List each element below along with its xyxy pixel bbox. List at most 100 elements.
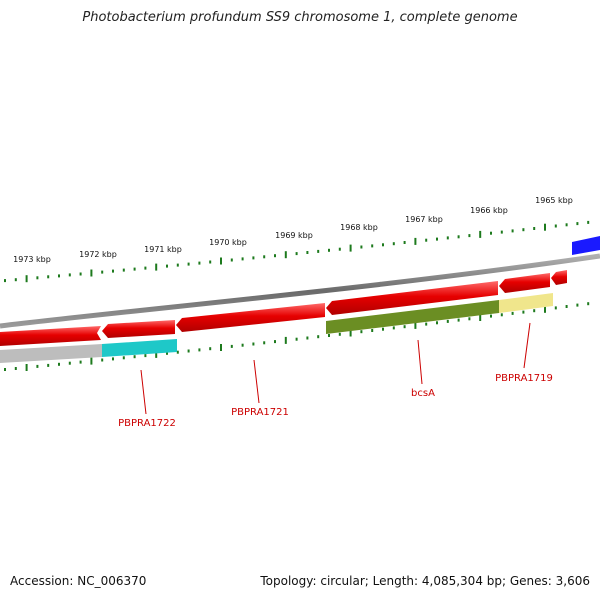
ruler-inner-minor-tick bbox=[587, 302, 590, 306]
ruler-outer-minor-tick bbox=[36, 276, 39, 280]
feature-grey bbox=[0, 344, 102, 363]
genome-summary-text: Topology: circular; Length: 4,085,304 bp… bbox=[260, 574, 590, 588]
tick-label-1970: 1970 kbp bbox=[209, 238, 247, 247]
ruler-inner-minor-tick bbox=[576, 303, 579, 307]
ruler-inner-minor-tick bbox=[500, 313, 503, 317]
ruler-outer-minor-tick bbox=[317, 249, 320, 253]
tick-label-1965: 1965 kbp bbox=[535, 196, 573, 205]
ruler-inner-minor-tick bbox=[554, 306, 557, 310]
ruler-outer-minor-tick bbox=[522, 228, 525, 232]
ruler-inner-minor-tick bbox=[230, 344, 233, 348]
ruler-outer-minor-tick bbox=[360, 245, 363, 249]
gene-pbpra1719 bbox=[499, 273, 550, 293]
ruler-inner-minor-tick bbox=[274, 340, 276, 344]
ruler-outer-minor-tick bbox=[252, 256, 255, 260]
ruler-inner-minor-tick bbox=[306, 336, 309, 340]
ruler-inner-minor-tick bbox=[101, 358, 104, 362]
ruler-inner-minor-tick bbox=[112, 357, 114, 361]
ruler-inner-minor-tick bbox=[176, 350, 179, 354]
ruler-outer-minor-tick bbox=[187, 262, 190, 266]
ruler-outer-minor-tick bbox=[587, 220, 590, 224]
ruler-inner-minor-tick bbox=[360, 330, 363, 334]
ruler-outer-minor-tick bbox=[101, 270, 104, 274]
ruler-outer-minor-tick bbox=[198, 261, 201, 265]
ruler-outer-minor-tick bbox=[230, 258, 233, 262]
ruler-outer bbox=[4, 220, 590, 283]
ruler-inner-minor-tick bbox=[436, 321, 438, 325]
gene-label-pbpra1722: PBPRA1722 bbox=[118, 418, 176, 429]
ruler-inner-minor-tick bbox=[241, 343, 244, 347]
ruler-inner-minor-tick bbox=[187, 349, 190, 353]
ruler-outer-minor-tick bbox=[328, 248, 330, 252]
ruler-inner-minor-tick bbox=[198, 348, 201, 352]
accession-text: Accession: NC_006370 bbox=[10, 574, 147, 588]
ruler-outer-minor-tick bbox=[468, 234, 471, 238]
ruler-outer-minor-tick bbox=[4, 279, 6, 283]
ruler-inner-major-tick bbox=[479, 314, 482, 321]
ruler-inner-minor-tick bbox=[490, 314, 492, 318]
feature-cyan bbox=[102, 339, 177, 357]
ruler-outer-minor-tick bbox=[306, 251, 309, 254]
leader-bcsa bbox=[417, 339, 423, 385]
ruler-outer-major-tick bbox=[414, 237, 417, 245]
ruler-inner-major-tick bbox=[25, 364, 28, 371]
ruler-inner-major-tick bbox=[90, 357, 93, 365]
ruler-outer-minor-tick bbox=[392, 242, 395, 246]
ruler-inner-minor-tick bbox=[4, 368, 6, 371]
gene-bcsa bbox=[326, 281, 498, 315]
ruler-inner-minor-tick bbox=[295, 337, 298, 341]
ruler-outer-minor-tick bbox=[554, 224, 557, 228]
ruler-outer-minor-tick bbox=[263, 255, 266, 259]
ruler-outer-minor-tick bbox=[166, 264, 168, 268]
ruler-inner-minor-tick bbox=[533, 309, 536, 313]
ruler-inner-minor-tick bbox=[79, 360, 82, 364]
gene-label-pbpra1719: PBPRA1719 bbox=[495, 373, 553, 384]
ruler-outer-minor-tick bbox=[436, 237, 438, 241]
leader-pbpra1722 bbox=[140, 369, 147, 415]
ruler-outer-major-tick bbox=[220, 257, 222, 265]
ruler-outer-minor-tick bbox=[68, 273, 71, 277]
ruler-inner-minor-tick bbox=[252, 342, 255, 346]
ruler-outer-minor-tick bbox=[133, 267, 136, 271]
ruler-outer-minor-tick bbox=[176, 263, 179, 267]
gene-pbpra1721 bbox=[176, 303, 325, 332]
ruler-outer-minor-tick bbox=[144, 266, 147, 270]
ruler-inner-major-tick bbox=[414, 321, 417, 329]
ruler-inner-minor-tick bbox=[565, 305, 568, 308]
ruler-outer-minor-tick bbox=[511, 229, 514, 233]
ruler-inner-minor-tick bbox=[166, 351, 168, 355]
ruler-inner-minor-tick bbox=[47, 363, 50, 367]
tick-label-1972: 1972 kbp bbox=[79, 250, 117, 259]
ruler-outer-major-tick bbox=[25, 275, 28, 283]
ruler-outer-major-tick bbox=[349, 244, 352, 252]
ruler-inner-minor-tick bbox=[403, 325, 406, 329]
ruler-inner-minor-tick bbox=[122, 356, 125, 360]
ruler-outer-minor-tick bbox=[79, 272, 82, 276]
ruler-outer-major-tick bbox=[284, 251, 287, 259]
ruler-inner-minor-tick bbox=[133, 355, 136, 359]
ruler-outer-minor-tick bbox=[209, 260, 212, 264]
ruler-outer-minor-tick bbox=[112, 269, 114, 273]
ruler-outer-major-tick bbox=[155, 263, 158, 271]
ruler-inner-minor-tick bbox=[457, 318, 460, 322]
ruler-outer-minor-tick bbox=[295, 252, 298, 256]
ruler-outer-major-tick bbox=[479, 230, 482, 238]
ruler-outer-minor-tick bbox=[533, 227, 536, 230]
ruler-outer-major-tick bbox=[544, 223, 546, 231]
ruler-inner-minor-tick bbox=[14, 367, 17, 370]
leader-pbpra1719 bbox=[523, 322, 531, 369]
gene-label-bcsa: bcsA bbox=[411, 388, 435, 399]
ruler-outer-minor-tick bbox=[122, 268, 125, 272]
ruler-inner-minor-tick bbox=[522, 310, 525, 314]
tick-label-1973: 1973 kbp bbox=[13, 255, 51, 264]
ruler-outer-minor-tick bbox=[457, 235, 460, 239]
gene-label-pbpra1721: PBPRA1721 bbox=[231, 407, 289, 418]
ruler-inner-minor-tick bbox=[144, 354, 147, 358]
ruler-inner-minor-tick bbox=[58, 362, 60, 366]
gene-small-right bbox=[551, 270, 567, 285]
ruler-outer-minor-tick bbox=[576, 222, 579, 226]
ruler-inner-major-tick bbox=[220, 344, 222, 351]
ruler-inner-minor-tick bbox=[338, 332, 341, 336]
ruler-inner-minor-tick bbox=[468, 317, 471, 321]
